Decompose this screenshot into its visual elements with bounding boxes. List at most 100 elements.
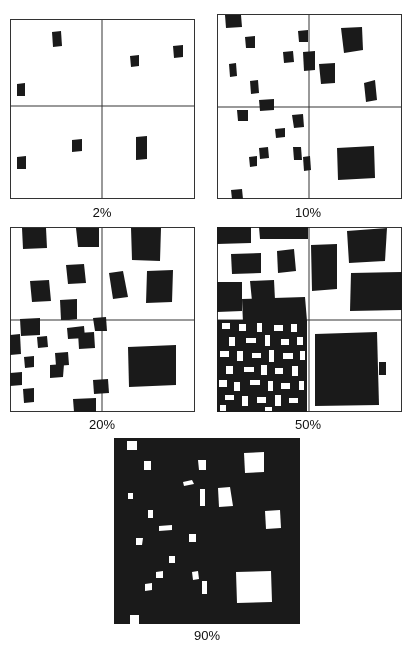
panel-10-percent	[217, 14, 402, 199]
gap	[265, 335, 270, 346]
gap	[246, 338, 256, 343]
gap	[291, 324, 297, 332]
pattern-2-percent	[10, 19, 195, 199]
patch	[315, 332, 379, 406]
gap	[274, 325, 283, 331]
patch	[24, 356, 34, 368]
gap	[257, 397, 266, 403]
panel-50-percent	[217, 227, 402, 412]
patch	[379, 362, 386, 375]
patch	[292, 114, 304, 128]
gap	[292, 366, 298, 376]
panel-20-percent	[10, 227, 195, 412]
gap	[220, 351, 229, 357]
patch	[22, 228, 47, 249]
patch	[311, 244, 337, 291]
gap	[130, 615, 139, 624]
patch	[303, 156, 311, 171]
panel-2-percent	[10, 19, 195, 199]
patch	[73, 398, 96, 412]
patch	[146, 270, 173, 303]
patch	[128, 345, 176, 387]
gap	[283, 353, 293, 359]
gap	[265, 407, 272, 411]
patch	[60, 299, 77, 320]
gap	[218, 487, 233, 507]
caption-20-percent: 20%	[88, 417, 116, 432]
gap	[242, 396, 248, 406]
patch	[130, 55, 139, 67]
gap	[229, 337, 235, 346]
gap	[220, 405, 226, 411]
gap	[219, 380, 227, 387]
patch	[259, 99, 274, 111]
patch	[341, 27, 363, 53]
caption-10-percent: 10%	[294, 205, 322, 220]
gap	[222, 323, 230, 329]
gap	[225, 395, 234, 400]
patch	[23, 388, 34, 403]
gap	[300, 351, 305, 360]
patch	[17, 83, 25, 96]
patch	[303, 51, 315, 71]
gap	[299, 381, 304, 390]
patch	[136, 136, 147, 160]
patch	[17, 156, 26, 169]
gap	[281, 339, 289, 345]
background-fill	[114, 438, 300, 624]
patch	[231, 253, 261, 274]
patch	[249, 156, 257, 167]
patch	[242, 297, 307, 323]
gap	[183, 480, 194, 486]
patch	[337, 146, 375, 180]
patch-group	[17, 31, 183, 169]
patch	[30, 280, 51, 302]
patch	[76, 228, 99, 247]
patch	[78, 332, 95, 349]
gap	[244, 452, 264, 473]
gap	[297, 337, 303, 345]
gap	[275, 395, 281, 406]
gap	[281, 383, 290, 389]
patch	[10, 372, 22, 386]
patch	[93, 379, 109, 394]
gap	[239, 324, 246, 331]
gap	[136, 538, 143, 545]
patch	[217, 282, 242, 312]
patch	[55, 352, 69, 366]
caption-50-percent: 50%	[294, 417, 322, 432]
gap-group	[219, 323, 305, 411]
caption-2-percent: 2%	[92, 205, 112, 220]
patch	[52, 31, 62, 47]
patch	[350, 272, 402, 311]
patch	[250, 80, 259, 94]
gap	[159, 525, 172, 531]
gap-group	[127, 441, 281, 624]
patch	[72, 139, 82, 152]
gap	[226, 366, 233, 374]
gap	[268, 381, 273, 391]
patch	[37, 336, 48, 348]
patch-group	[10, 228, 176, 412]
patch	[250, 280, 275, 301]
gap	[189, 534, 196, 542]
gap	[128, 493, 133, 499]
patch	[217, 227, 251, 244]
gap	[198, 460, 206, 470]
patch	[364, 80, 377, 102]
patch	[231, 189, 243, 199]
gap	[202, 581, 207, 594]
patch	[259, 147, 269, 159]
gap	[237, 351, 243, 361]
patch	[50, 364, 64, 378]
gap	[289, 398, 298, 403]
gap	[275, 368, 283, 374]
patch	[319, 63, 335, 84]
gap	[145, 583, 152, 591]
gap	[234, 382, 240, 391]
patch	[173, 45, 183, 58]
gap	[169, 556, 175, 563]
gap	[127, 441, 137, 450]
patch	[237, 110, 248, 121]
caption-90-percent: 90%	[193, 628, 221, 643]
